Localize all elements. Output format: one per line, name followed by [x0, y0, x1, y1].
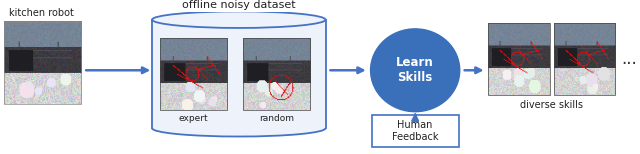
- Text: Human
Feedback: Human Feedback: [392, 120, 438, 142]
- Ellipse shape: [371, 29, 460, 112]
- Text: offline noisy dataset: offline noisy dataset: [182, 0, 296, 10]
- Bar: [243, 38, 310, 110]
- Bar: [160, 38, 227, 110]
- Text: Learn
Skills: Learn Skills: [396, 56, 434, 84]
- Text: kitchen robot: kitchen robot: [9, 8, 74, 18]
- Bar: [554, 23, 615, 95]
- Text: ...: ...: [621, 50, 637, 68]
- Bar: [4, 22, 81, 104]
- Bar: [488, 23, 550, 95]
- Text: expert: expert: [179, 113, 209, 123]
- Ellipse shape: [152, 11, 326, 28]
- Text: diverse skills: diverse skills: [520, 100, 584, 110]
- FancyBboxPatch shape: [372, 115, 459, 147]
- Text: random: random: [259, 113, 294, 123]
- Bar: [152, 20, 326, 128]
- Ellipse shape: [152, 120, 326, 136]
